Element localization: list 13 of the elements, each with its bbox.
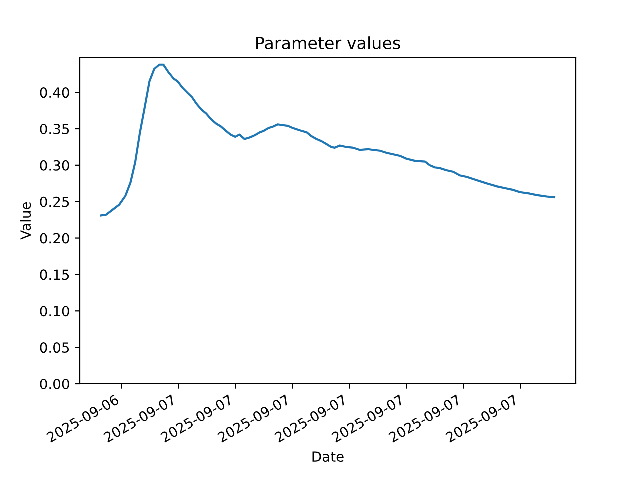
y-tick-label: 0.25 — [40, 196, 70, 208]
y-tick-label: 0.05 — [40, 342, 70, 354]
y-tick-label: 0.15 — [40, 270, 70, 280]
y-tick-label: 0.40 — [40, 88, 70, 98]
x-axis-title: Date — [312, 452, 344, 462]
y-axis-title: Value — [20, 202, 32, 240]
y-tick-label: 0.35 — [40, 124, 70, 134]
y-tick-label: 0.30 — [40, 160, 70, 171]
y-tick-label: 0.20 — [40, 233, 70, 244]
y-tick-label: 0.10 — [40, 306, 70, 317]
chart-title: Parameter values — [256, 36, 400, 50]
line-series — [100, 64, 556, 217]
y-tick-label: 0.00 — [40, 378, 70, 390]
